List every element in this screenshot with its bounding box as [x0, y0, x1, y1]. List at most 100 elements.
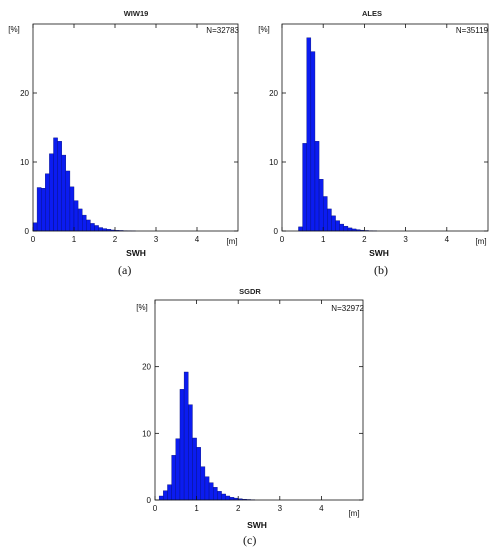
- histogram-bar: [188, 404, 193, 501]
- caption: (c): [243, 533, 257, 547]
- x-tick-label: 1: [72, 235, 77, 244]
- x-axis-label: SWH: [247, 520, 267, 530]
- histogram-bar: [347, 227, 353, 232]
- histogram-bar: [98, 227, 103, 232]
- histogram-bar: [32, 222, 38, 232]
- x-unit-label: [m]: [348, 509, 359, 518]
- y-tick-label: 20: [269, 89, 278, 98]
- y-tick-label: 0: [25, 227, 30, 236]
- x-tick-label: 0: [153, 504, 158, 513]
- y-unit-label: [%]: [8, 25, 20, 34]
- histogram-bar: [163, 490, 168, 501]
- histogram-bar: [61, 154, 67, 232]
- histogram-bar: [200, 466, 206, 501]
- x-unit-label: [m]: [475, 237, 486, 246]
- x-tick-label: 4: [319, 504, 324, 513]
- histogram-bar: [57, 141, 62, 232]
- chart-a: WIW19 [%] N=32783 [m] SWH 0 1 2 3 4 0 10 20: [8, 9, 239, 258]
- histogram-bar: [158, 495, 164, 501]
- histogram-bar: [221, 493, 226, 501]
- sample-count-label: N=32783: [206, 26, 239, 35]
- plot-frame: [32, 23, 239, 232]
- plot-frame: [154, 299, 364, 501]
- y-tick-label: 10: [20, 158, 29, 167]
- caption: (b): [374, 263, 388, 277]
- histogram-bar: [53, 137, 58, 232]
- plot-area: 0 1 2 3 4 0 10 20: [269, 23, 489, 244]
- histogram-bar: [94, 225, 99, 232]
- x-tick-label: 3: [154, 235, 159, 244]
- y-tick-label: 10: [269, 158, 278, 167]
- panel-c: SGDR [%] N=32972 [m] SWH 0 1 2 3 4 0 10 20 (c): [125, 278, 375, 550]
- histogram-bar: [204, 476, 210, 501]
- histogram-bar: [318, 179, 324, 232]
- panel-b: ALES [%] N=35119 [m] SWH 0 1 2 3 4 0 10 20 (b): [252, 0, 502, 277]
- x-tick-label: 2: [362, 235, 367, 244]
- histogram-bar: [175, 438, 181, 501]
- histogram-bar: [183, 371, 189, 501]
- histogram-bar: [225, 495, 231, 501]
- x-tick-label: 1: [321, 235, 326, 244]
- x-tick-label: 4: [195, 235, 200, 244]
- x-tick-label: 4: [445, 235, 450, 244]
- histogram-bar: [314, 141, 320, 232]
- histogram-bar: [36, 187, 42, 232]
- chart-title: SGDR: [239, 287, 261, 296]
- chart-b: ALES [%] N=35119 [m] SWH 0 1 2 3 4 0 10 20: [258, 9, 489, 258]
- y-tick-label: 20: [142, 363, 151, 372]
- x-axis-label: SWH: [369, 248, 389, 258]
- histogram-bar: [192, 437, 197, 501]
- y-tick-label: 0: [274, 227, 279, 236]
- histogram-bar: [229, 497, 235, 501]
- x-tick-label: 2: [236, 504, 241, 513]
- histogram-bar: [81, 214, 87, 232]
- x-axis-label: SWH: [126, 248, 146, 258]
- histogram-bar: [49, 153, 54, 232]
- x-tick-label: 0: [31, 235, 36, 244]
- histogram-bar: [298, 226, 303, 232]
- histogram-bar: [171, 455, 176, 501]
- histogram-bar: [310, 51, 316, 232]
- x-tick-label: 0: [280, 235, 285, 244]
- histogram-bar: [217, 491, 222, 501]
- chart-c: SGDR [%] N=32972 [m] SWH 0 1 2 3 4 0 10 20: [136, 287, 364, 530]
- x-tick-label: 3: [403, 235, 408, 244]
- plot-area: 0 1 2 3 4 0 10 20: [20, 23, 239, 244]
- x-tick-label: 3: [278, 504, 283, 513]
- histogram-bar: [45, 173, 50, 232]
- histogram-bar: [213, 487, 218, 501]
- histogram-bar: [335, 220, 340, 232]
- histogram-bar: [73, 200, 79, 232]
- histogram-bar: [69, 186, 75, 232]
- histogram-bar: [179, 389, 185, 501]
- sample-count-label: N=35119: [456, 26, 489, 35]
- histogram-bar: [41, 188, 46, 232]
- y-unit-label: [%]: [136, 303, 148, 312]
- y-tick-label: 0: [147, 496, 152, 505]
- histogram-bar: [167, 484, 172, 501]
- histogram-bar: [86, 219, 91, 232]
- plot-area: 0 1 2 3 4 0 10 20: [142, 299, 364, 513]
- histogram-bar: [306, 37, 312, 232]
- caption: (a): [118, 263, 132, 277]
- histogram-bar: [322, 196, 328, 232]
- x-tick-label: 1: [194, 504, 199, 513]
- x-tick-label: 2: [113, 235, 118, 244]
- histogram-bar: [339, 223, 345, 232]
- histogram-bar: [196, 447, 201, 501]
- x-unit-label: [m]: [226, 237, 237, 246]
- y-unit-label: [%]: [258, 25, 270, 34]
- chart-title: WIW19: [124, 9, 149, 18]
- y-tick-label: 20: [20, 89, 29, 98]
- panel-a: WIW19 [%] N=32783 [m] SWH 0 1 2 3 4 0 10 20 (a): [0, 0, 250, 277]
- histogram-bar: [77, 208, 83, 232]
- histogram-bar: [302, 143, 307, 232]
- histogram-bar: [65, 170, 71, 232]
- histogram-bar: [331, 215, 336, 232]
- chart-title: ALES: [362, 9, 382, 18]
- histogram-bar: [208, 482, 214, 501]
- plot-frame: [281, 23, 489, 232]
- histogram-bar: [327, 208, 332, 232]
- histogram-bar: [90, 223, 95, 232]
- sample-count-label: N=32972: [331, 304, 364, 313]
